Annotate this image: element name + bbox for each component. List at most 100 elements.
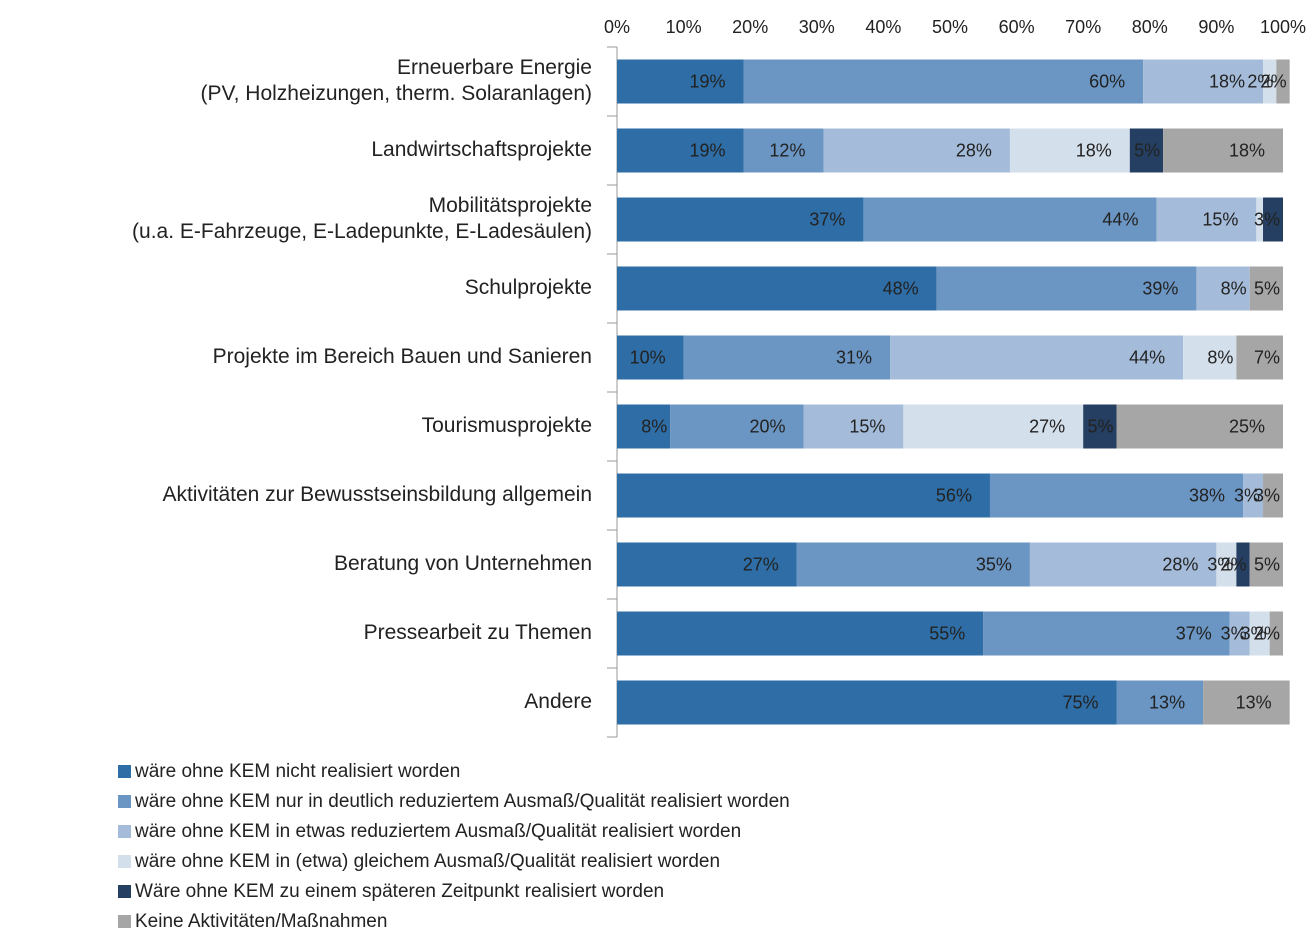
value-label: 8% (1221, 278, 1247, 298)
value-label: 19% (690, 140, 726, 160)
bar-segment (1183, 335, 1237, 380)
value-label: 18% (1229, 140, 1265, 160)
value-label: 12% (769, 140, 805, 160)
value-label: 8% (641, 416, 667, 436)
bar-segment (1249, 266, 1283, 311)
bar-segment (743, 59, 1144, 104)
value-label: 15% (849, 416, 885, 436)
value-label: 39% (1142, 278, 1178, 298)
bar-segment (617, 335, 684, 380)
category-label: (PV, Holzheizungen, therm. Solaranlagen) (201, 82, 592, 105)
value-label: 15% (1202, 209, 1238, 229)
value-label: 27% (743, 554, 779, 574)
bar-segment (1196, 266, 1250, 311)
value-label: 2% (1247, 71, 1273, 91)
value-label: 55% (929, 623, 965, 643)
bar-segment (1269, 611, 1283, 656)
value-label: 13% (1236, 692, 1272, 712)
bar-segment (617, 266, 937, 311)
value-label: 28% (956, 140, 992, 160)
bar-segment (1083, 404, 1117, 449)
legend-swatch (118, 825, 131, 838)
bar-segment (1249, 611, 1270, 656)
x-tick-label: 70% (1065, 17, 1101, 37)
bar-segment (1263, 473, 1283, 518)
legend-label: wäre ohne KEM nicht realisiert worden (134, 761, 460, 782)
legend-label: Keine Aktivitäten/Maßnahmen (135, 911, 387, 932)
category-label: Erneuerbare Energie (397, 56, 592, 79)
value-label: 5% (1087, 416, 1113, 436)
x-tick-label: 20% (732, 17, 768, 37)
bar-segment (617, 542, 797, 587)
value-label: 5% (1134, 140, 1160, 160)
value-label: 60% (1089, 71, 1125, 91)
value-label: 18% (1209, 71, 1245, 91)
value-label: 5% (1254, 278, 1280, 298)
bar-segment (989, 473, 1244, 518)
bar-segment (903, 404, 1084, 449)
value-label: 3% (1254, 485, 1280, 505)
category-label: Schulprojekte (465, 276, 592, 299)
value-label: 37% (809, 209, 845, 229)
bar-segment (1116, 680, 1204, 725)
legend-label: Wäre ohne KEM zu einem späteren Zeitpunk… (135, 881, 664, 902)
legend-swatch (118, 795, 131, 808)
bar-segment (1029, 542, 1217, 587)
bar-segment (1129, 128, 1164, 173)
value-label: 10% (630, 347, 666, 367)
value-label: 2% (1254, 623, 1280, 643)
bar-segment (617, 197, 864, 242)
bar-segment (1116, 404, 1283, 449)
value-label: 2% (1221, 554, 1247, 574)
x-tick-label: 10% (666, 17, 702, 37)
category-label: Tourismusprojekte (422, 414, 592, 437)
value-label: 25% (1229, 416, 1265, 436)
category-label: Mobilitätsprojekte (429, 194, 592, 217)
value-label: 37% (1176, 623, 1212, 643)
bar-segment (1256, 197, 1264, 242)
value-label: 44% (1102, 209, 1138, 229)
bar-segment (1249, 542, 1283, 587)
value-label: 8% (1207, 347, 1233, 367)
value-label: 27% (1029, 416, 1065, 436)
value-label: 3% (1254, 209, 1280, 229)
value-label: 2% (1261, 71, 1287, 91)
value-label: 3% (1234, 485, 1260, 505)
bar-segment (743, 128, 824, 173)
bar-segment (803, 404, 904, 449)
value-label: 20% (749, 416, 785, 436)
bar-segment (796, 542, 1030, 587)
value-label: 7% (1254, 347, 1280, 367)
bar-segment (1276, 59, 1290, 104)
category-label: Projekte im Bereich Bauen und Sanieren (213, 345, 592, 368)
legend-swatch (118, 765, 131, 778)
bar-segment (1243, 473, 1264, 518)
legend-swatch (118, 915, 131, 928)
bar-segment (823, 128, 1010, 173)
bar-segment (936, 266, 1197, 311)
bar-segment (1263, 59, 1277, 104)
bar-segment (617, 473, 990, 518)
value-label: 44% (1129, 347, 1165, 367)
bar-segment (683, 335, 891, 380)
x-tick-label: 30% (799, 17, 835, 37)
category-label: (u.a. E-Fahrzeuge, E-Ladepunkte, E-Lades… (132, 220, 592, 243)
bar-segment (1229, 611, 1250, 656)
legend-swatch (118, 855, 131, 868)
bar-segment (1143, 59, 1264, 104)
category-label: Beratung von Unternehmen (334, 552, 592, 575)
bar-segment (1163, 128, 1283, 173)
value-label: 13% (1149, 692, 1185, 712)
category-label: Landwirtschaftsprojekte (371, 138, 592, 161)
category-label: Pressearbeit zu Themen (364, 621, 592, 644)
value-label: 48% (883, 278, 919, 298)
x-tick-label: 40% (865, 17, 901, 37)
bar-segment (670, 404, 804, 449)
value-label: 19% (690, 71, 726, 91)
bar-segment (1156, 197, 1257, 242)
bar-segment (617, 404, 671, 449)
x-tick-label: 90% (1198, 17, 1234, 37)
category-label: Andere (524, 690, 592, 713)
bar-segment (1236, 542, 1250, 587)
